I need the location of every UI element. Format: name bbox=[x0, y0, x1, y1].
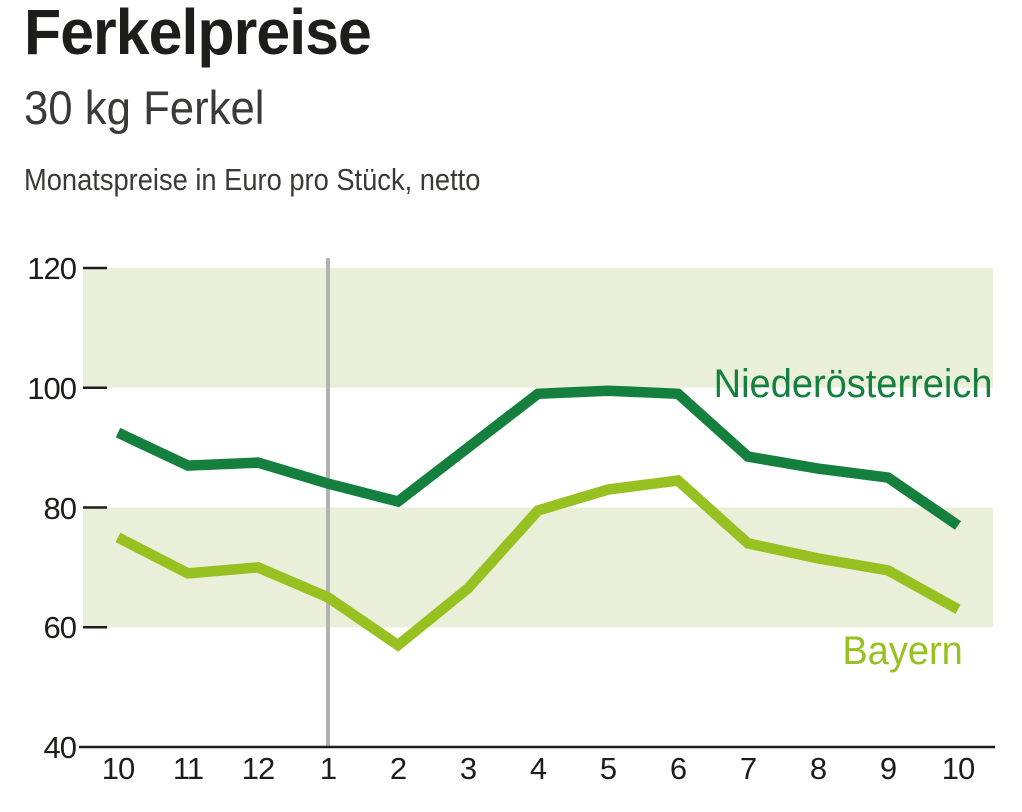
y-tick-label: 80 bbox=[43, 490, 77, 526]
x-tick-label-month: 4 bbox=[529, 751, 547, 786]
x-tick-label-month: 3 bbox=[459, 751, 477, 786]
y-tick-label: 100 bbox=[27, 370, 77, 406]
series-line-nieder-sterreich bbox=[115, 385, 961, 530]
x-tick-label-month: 10 bbox=[101, 751, 135, 786]
x-tick-label-month: 5 bbox=[599, 751, 617, 786]
y-tick-label: 120 bbox=[27, 251, 77, 286]
x-tick-label-month: 1 bbox=[319, 751, 337, 786]
x-tick-label-month: 8 bbox=[809, 751, 827, 786]
series-label-nieder-sterreich: Niederösterreich bbox=[713, 362, 992, 406]
x-tick-label-month: 6 bbox=[669, 751, 687, 786]
shaded-band bbox=[83, 268, 993, 388]
x-tick-label-month: 10 bbox=[941, 751, 975, 786]
x-tick-label-month: 7 bbox=[739, 751, 757, 786]
x-tick-label-month: 2 bbox=[389, 751, 407, 786]
x-tick-label-month: 9 bbox=[879, 751, 897, 786]
y-tick-label: 60 bbox=[43, 610, 77, 646]
chart-unit-note: Monatspreise in Euro pro Stück, netto bbox=[24, 162, 481, 197]
y-tick-label: 40 bbox=[43, 730, 77, 765]
series-line-bayern bbox=[115, 475, 961, 652]
chart-subtitle: 30 kg Ferkel bbox=[24, 81, 265, 134]
x-tick-label-month: 11 bbox=[172, 751, 204, 786]
x-tick-label-month: 12 bbox=[241, 751, 275, 786]
series-label-bayern: Bayern bbox=[842, 629, 963, 673]
chart-title: Ferkelpreise bbox=[24, 0, 372, 68]
